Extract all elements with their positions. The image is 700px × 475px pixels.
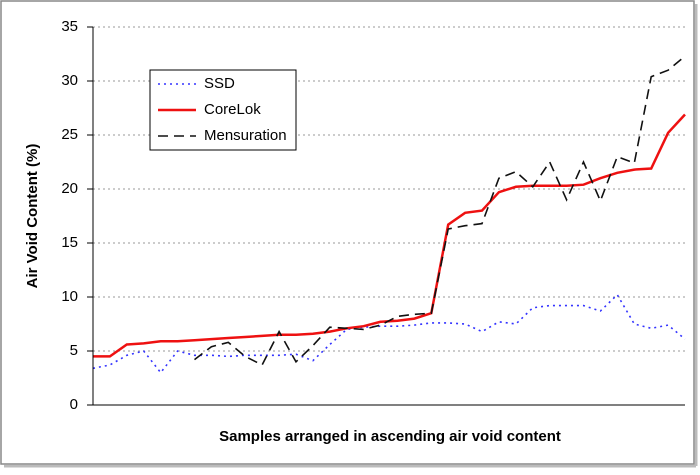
chart-frame — [0, 0, 695, 465]
y-tick-label: 25 — [61, 126, 78, 143]
series-line — [194, 55, 686, 367]
legend-label: SSD — [204, 75, 235, 92]
legend-label: Mensuration — [204, 127, 287, 144]
y-tick-label: 0 — [70, 396, 78, 413]
y-tick-label: 5 — [70, 342, 78, 359]
legend-label: CoreLok — [204, 101, 261, 118]
y-tick-label: 15 — [61, 234, 78, 251]
y-tick-label: 20 — [61, 180, 78, 197]
legend: SSD CoreLok Mensuration — [149, 69, 297, 151]
y-tick-label: 30 — [61, 72, 78, 89]
y-tick-label: 35 — [61, 18, 78, 35]
plot — [92, 55, 686, 374]
y-tick-label: 10 — [61, 288, 78, 305]
y-axis-label: Air Void Content (%) — [24, 144, 41, 289]
grid — [87, 26, 685, 406]
x-axis-label: Samples arranged in ascending air void c… — [219, 428, 561, 445]
